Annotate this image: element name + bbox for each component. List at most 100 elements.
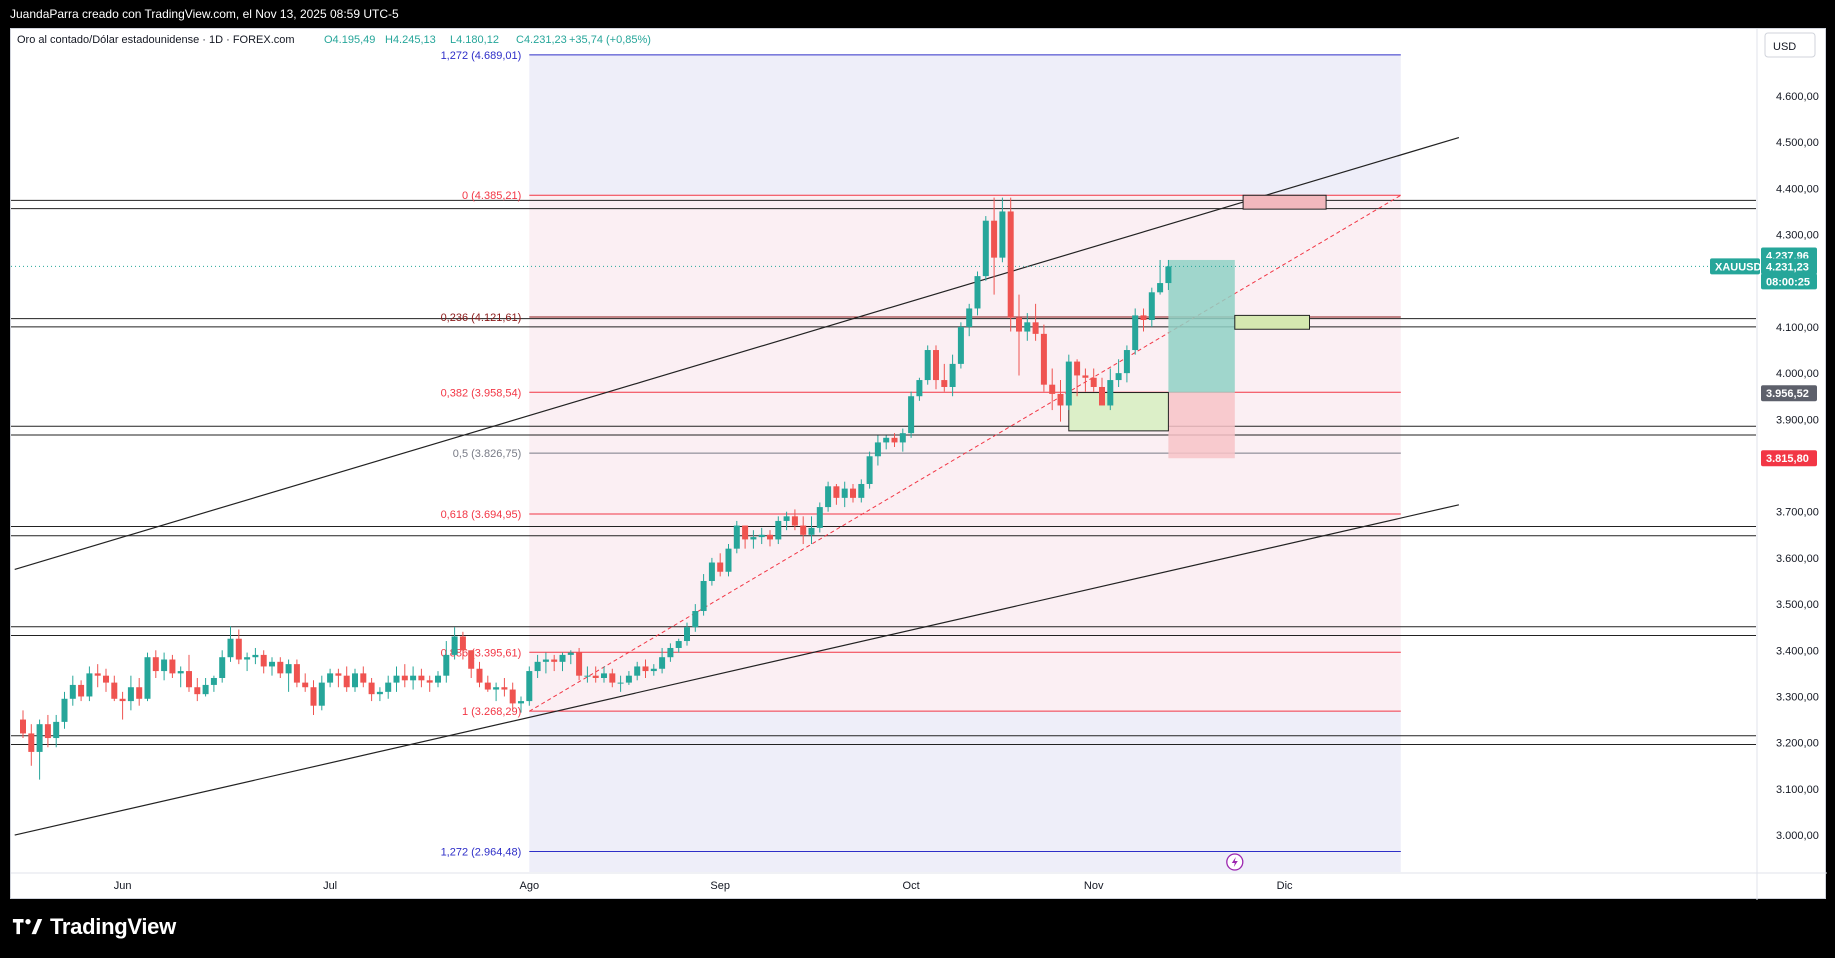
candle-body bbox=[252, 654, 259, 658]
candle-body bbox=[260, 654, 267, 667]
legend-symbol-name: Oro al contado/Dólar estadounidense · 1D… bbox=[17, 34, 295, 46]
candle-body bbox=[501, 687, 508, 690]
candle-body bbox=[567, 652, 574, 655]
candle-body bbox=[791, 516, 798, 526]
candle-body bbox=[484, 682, 491, 690]
candle-body bbox=[418, 675, 425, 681]
candle-body bbox=[1082, 375, 1089, 378]
x-tick-label: Ago bbox=[520, 880, 540, 892]
candle-body bbox=[244, 657, 251, 660]
candle-body bbox=[916, 380, 923, 397]
candle-body bbox=[169, 659, 176, 674]
candle-body bbox=[285, 664, 292, 674]
price-tag-label: XAUUSD bbox=[1715, 261, 1762, 273]
candle-body bbox=[385, 682, 392, 692]
candle-body bbox=[194, 687, 201, 695]
candle-body bbox=[908, 396, 915, 434]
candle-body bbox=[1007, 211, 1014, 318]
candle-body bbox=[584, 675, 591, 677]
x-tick-label: Nov bbox=[1084, 880, 1104, 892]
fib-zone-bg bbox=[529, 195, 1401, 317]
candle-body bbox=[53, 721, 60, 739]
candle-body bbox=[1032, 322, 1039, 334]
candle-body bbox=[1107, 380, 1114, 406]
price-tag-label: 3.956,52 bbox=[1766, 388, 1809, 400]
x-tick-label: Jun bbox=[114, 880, 132, 892]
candle-body bbox=[302, 682, 309, 688]
candle-body bbox=[750, 537, 757, 540]
candle-body bbox=[368, 682, 375, 695]
candle-body bbox=[1099, 386, 1105, 406]
fib-level-label: 0,618 (3.694,95) bbox=[441, 509, 522, 521]
price-tag-bg bbox=[1761, 385, 1817, 402]
candle-body bbox=[161, 659, 168, 672]
candle-body bbox=[293, 664, 300, 683]
candle-body bbox=[352, 673, 358, 688]
candle-body bbox=[974, 276, 981, 309]
candle-body bbox=[318, 682, 325, 706]
candle-body bbox=[103, 675, 109, 683]
candle-body bbox=[1132, 315, 1139, 351]
chart-frame[interactable]: 1,272 (4.689,01) 0 (4.385,21) 0,236 (4.121… bbox=[10, 28, 1827, 900]
y-tick-label: 3.300,00 bbox=[1776, 691, 1819, 703]
y-tick-label: 4.600,00 bbox=[1776, 91, 1819, 103]
legend-open: O4.195,49 bbox=[324, 34, 375, 46]
fib-level-label: 0 (4.385,21) bbox=[462, 190, 521, 202]
brand-name: TradingView bbox=[50, 914, 176, 939]
price-tag-label: 4.237,96 bbox=[1766, 251, 1809, 263]
candle-body bbox=[933, 350, 939, 381]
candle-body bbox=[476, 668, 483, 683]
candle-body bbox=[44, 724, 51, 739]
candle-body bbox=[742, 525, 749, 540]
y-tick-label: 3.700,00 bbox=[1776, 507, 1819, 519]
candle-body bbox=[816, 507, 823, 528]
legend-close: C4.231,23 bbox=[516, 34, 567, 46]
candle-body bbox=[783, 516, 790, 521]
x-tick-label: Dic bbox=[1277, 880, 1293, 892]
candle-body bbox=[1115, 373, 1122, 381]
y-tick-label: 4.400,00 bbox=[1776, 183, 1819, 195]
candle-body bbox=[808, 527, 815, 535]
footer-bar: TradingView bbox=[0, 900, 1835, 958]
y-tick-label: 4.100,00 bbox=[1776, 322, 1819, 334]
tradingview-logo-icon bbox=[12, 919, 43, 935]
candle-body bbox=[559, 654, 566, 662]
price-tag-bg bbox=[1761, 450, 1817, 467]
author-line: JuandaParra creado con TradingView.com, … bbox=[10, 7, 399, 21]
candle-body bbox=[335, 673, 342, 676]
candle-body bbox=[94, 673, 101, 676]
x-tick-label: Jul bbox=[323, 880, 337, 892]
candle-body bbox=[758, 534, 765, 538]
candle-body bbox=[327, 673, 334, 683]
trendline bbox=[14, 504, 1460, 836]
fib-zone-bg bbox=[529, 514, 1401, 653]
candle-body bbox=[343, 675, 350, 688]
candle-body bbox=[1074, 361, 1081, 376]
candle-body bbox=[609, 673, 616, 683]
candle-body bbox=[957, 326, 964, 364]
y-tick-label: 3.900,00 bbox=[1776, 414, 1819, 426]
candle-body bbox=[1049, 384, 1056, 394]
candle-body bbox=[833, 486, 840, 498]
dashed-trendline bbox=[529, 194, 1402, 712]
candlestick-chart[interactable]: 1,272 (4.689,01) 0 (4.385,21) 0,236 (4.121… bbox=[11, 29, 1827, 900]
candle-body bbox=[451, 636, 458, 655]
tradingview-brand[interactable]: TradingView bbox=[12, 914, 176, 940]
price-tag-bg bbox=[1761, 258, 1817, 275]
currency-box bbox=[1764, 32, 1816, 58]
candle-body bbox=[36, 724, 43, 752]
candle-body bbox=[1057, 393, 1064, 406]
candle-body bbox=[111, 682, 118, 699]
price-tag-bg bbox=[1761, 273, 1817, 290]
price-tag-label: 3.815,80 bbox=[1766, 453, 1809, 465]
candle-body bbox=[858, 483, 865, 498]
candle-body bbox=[924, 350, 931, 381]
candle-body bbox=[177, 671, 184, 674]
candle-body bbox=[1148, 292, 1155, 321]
candle-body bbox=[509, 689, 516, 704]
candle-body bbox=[982, 220, 989, 277]
candle-body bbox=[468, 650, 475, 669]
x-tick-label: Oct bbox=[903, 880, 920, 892]
candle-body bbox=[127, 687, 134, 702]
candle-body bbox=[61, 698, 68, 722]
